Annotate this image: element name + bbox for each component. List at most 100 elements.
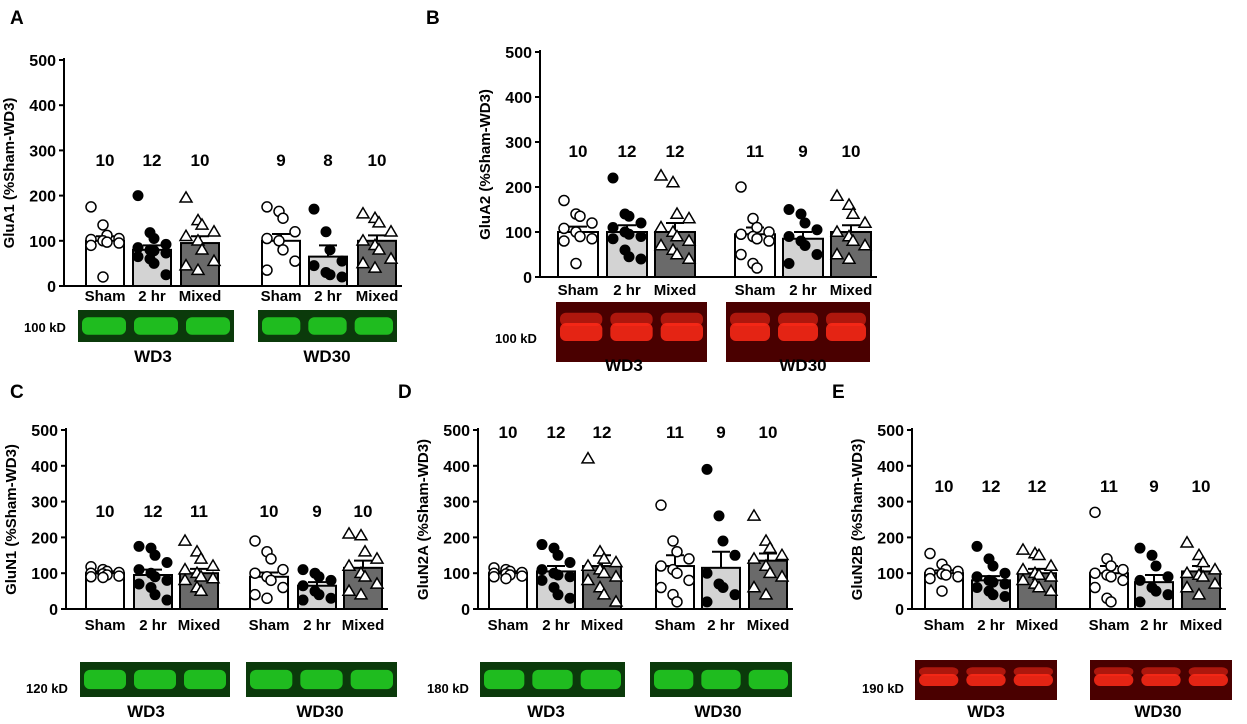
blot-band [778,323,818,341]
data-point [653,220,669,233]
y-tick-label: 200 [31,530,58,547]
data-point [735,228,747,240]
data-point [324,244,336,256]
data-point [1031,580,1047,593]
blot-band [134,317,178,335]
y-tick-label: 0 [461,602,470,619]
data-point [1150,585,1162,597]
data-point [161,556,173,568]
data-point [735,181,747,193]
data-point [265,553,277,565]
data-point [336,271,348,283]
panel-b: B 0 100 200 300 400 500 GluA2 (%Sham-WD3) 10 Sham… [426,8,877,375]
data-point [357,544,373,557]
data-point [178,258,194,271]
data-point [249,535,261,547]
category-label: Mixed [179,288,222,305]
y-tick-label: 300 [505,135,532,152]
category-label: 2 hr [542,617,570,634]
y-tick-label: 500 [443,423,470,440]
y-tick-label: 300 [29,143,56,160]
panel-a: A 0 100 200 300 400 500 GluA1 (%Sham-WD3) 10 Sham… [1,8,402,366]
data-point [746,551,762,564]
data-point [353,587,369,600]
data-point [552,589,564,601]
molecular-weight-label: 100 kD [495,331,537,346]
data-point [1134,574,1146,586]
y-tick-label: 0 [49,602,58,619]
data-point [829,224,845,237]
data-point [206,253,222,267]
data-point [987,576,999,588]
group-label-WD30: WD30 [1134,702,1181,721]
data-point [289,255,301,267]
group-label-WD30: WD30 [694,702,741,721]
data-point [751,233,763,245]
data-point [758,587,774,600]
n-label: 11 [666,423,684,442]
n-label: 8 [323,151,332,170]
blot-band [350,669,393,690]
molecular-weight-label: 120 kD [26,681,68,696]
data-point [249,588,261,601]
data-point [149,589,161,601]
blot-band [308,317,347,335]
data-point [1195,554,1211,568]
data-point [85,571,97,583]
data-point [811,249,823,260]
blot-band-upper [966,667,1006,676]
data-point [1031,567,1047,580]
data-point [265,574,277,587]
n-label: 9 [312,502,321,521]
n-label: 9 [1149,477,1158,496]
y-tick-label: 400 [31,459,58,476]
data-point [194,242,210,255]
blot-band [1141,674,1181,686]
y-tick-label: 100 [31,566,58,583]
category-label: Sham [924,617,965,634]
data-point [999,567,1011,579]
blot-band [82,317,126,335]
data-point [161,594,173,606]
data-point [101,236,113,248]
y-tick-label: 200 [877,530,904,547]
data-point [1179,580,1195,593]
molecular-weight-label: 190 kD [862,681,904,696]
data-point [1015,562,1031,575]
data-point [1146,549,1158,561]
data-point [1043,558,1059,571]
n-label: 12 [144,502,163,521]
y-tick-label: 100 [877,566,904,583]
data-point [635,231,647,242]
molecular-weight-label: 180 kD [427,681,469,696]
data-point [516,570,528,582]
data-point [132,190,144,202]
category-label: 2 hr [613,282,641,299]
blot-band [184,669,226,690]
category-label: 2 hr [303,617,331,634]
data-point [857,215,873,228]
data-point [1031,547,1047,561]
panel-letter: A [10,8,24,29]
data-point [683,574,695,587]
blot-band [580,669,621,690]
category-label: Sham [655,617,696,634]
data-point [717,535,729,547]
data-point [783,231,795,242]
category-label: 2 hr [707,617,735,634]
data-point [558,194,570,207]
data-point [729,589,741,601]
data-point [653,168,669,181]
n-label: 12 [618,142,637,161]
data-point [205,558,221,571]
group-label-WD3: WD3 [527,702,565,721]
data-point [713,510,725,522]
data-point [608,594,624,607]
data-point [799,240,811,251]
data-point [558,235,570,247]
y-tick-label: 200 [443,530,470,547]
data-point [552,569,564,581]
panel-letter: C [10,382,24,403]
data-point [324,269,336,281]
n-label: 10 [96,151,115,170]
